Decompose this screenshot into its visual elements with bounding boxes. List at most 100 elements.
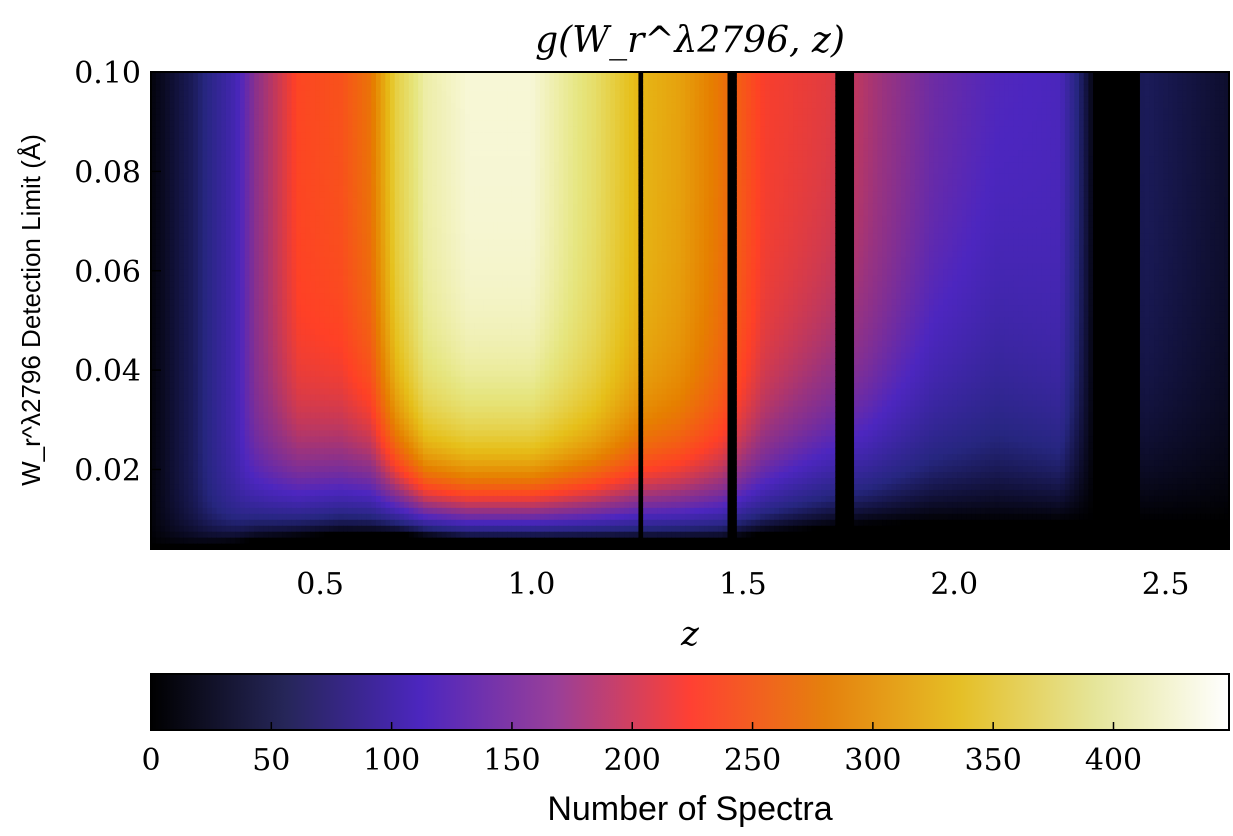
- heatmap-cell: [418, 250, 424, 258]
- heatmap-cell: [422, 334, 429, 341]
- heatmap-cell: [225, 477, 232, 485]
- heatmap-cell: [286, 543, 293, 550]
- heatmap-cell: [151, 370, 157, 377]
- heatmap-cell: [432, 250, 438, 258]
- heatmap-cell: [244, 435, 251, 443]
- heatmap-cell: [441, 370, 447, 377]
- heatmap-cell: [436, 370, 443, 377]
- heatmap-cell: [216, 179, 222, 186]
- heatmap-cell: [422, 543, 429, 550]
- heatmap-cell: [394, 447, 401, 455]
- heatmap-cell: [254, 322, 260, 329]
- heatmap-cell: [282, 423, 288, 431]
- heatmap-cell: [249, 274, 255, 282]
- heatmap-cell: [315, 238, 321, 246]
- heatmap-cell: [263, 83, 269, 91]
- heatmap-cell: [427, 417, 433, 425]
- heatmap-cell: [165, 77, 171, 85]
- heatmap-cell: [169, 89, 176, 97]
- heatmap-cell: [310, 346, 316, 353]
- heatmap-cell: [422, 399, 429, 407]
- heatmap-cell: [361, 167, 368, 174]
- heatmap-cell: [404, 137, 410, 145]
- heatmap-cell: [357, 483, 363, 490]
- heatmap-cell: [211, 131, 218, 139]
- heatmap-cell: [413, 95, 419, 103]
- heatmap-cell: [240, 543, 246, 550]
- heatmap-cell: [432, 537, 438, 544]
- heatmap-cell: [352, 405, 358, 413]
- heatmap-cell: [427, 334, 433, 341]
- heatmap-cell: [404, 185, 410, 192]
- heatmap-cell: [240, 131, 246, 139]
- heatmap-cell: [249, 388, 255, 395]
- heatmap-cell: [240, 417, 246, 425]
- heatmap-cell: [197, 107, 204, 115]
- heatmap-cell: [333, 232, 340, 240]
- heatmap-cell: [286, 334, 293, 341]
- heatmap-cell: [249, 227, 255, 234]
- heatmap-cell: [371, 346, 377, 353]
- heatmap-cell: [211, 346, 218, 353]
- heatmap-cell: [291, 507, 297, 514]
- heatmap-cell: [422, 519, 429, 526]
- heatmap-cell: [404, 382, 410, 389]
- heatmap-cell: [155, 543, 161, 550]
- heatmap-cell: [254, 388, 260, 395]
- heatmap-cell: [399, 137, 405, 145]
- heatmap-cell: [216, 489, 222, 496]
- heatmap-cell: [155, 316, 161, 324]
- heatmap-cell: [375, 429, 382, 437]
- heatmap-cell: [315, 250, 321, 258]
- heatmap-cell: [375, 215, 382, 222]
- heatmap-cell: [225, 95, 232, 103]
- heatmap-cell: [418, 543, 424, 550]
- heatmap-cell: [254, 483, 260, 490]
- heatmap-cell: [272, 256, 279, 264]
- heatmap-cell: [436, 423, 443, 431]
- heatmap-cell: [329, 95, 335, 103]
- heatmap-cell: [244, 459, 251, 467]
- heatmap-cell: [258, 376, 265, 383]
- heatmap-cell: [291, 215, 297, 222]
- heatmap-cell: [207, 298, 213, 306]
- heatmap-cell: [380, 304, 386, 312]
- heatmap-cell: [324, 423, 330, 431]
- heatmap-cell: [422, 429, 429, 437]
- heatmap-cell: [151, 191, 157, 198]
- heatmap-cell: [165, 441, 171, 449]
- heatmap-cell: [352, 519, 358, 526]
- heatmap-cell: [390, 280, 396, 288]
- heatmap-cell: [422, 388, 429, 395]
- heatmap-cell: [254, 340, 260, 347]
- heatmap-cell: [357, 185, 363, 192]
- heatmap-cell: [230, 155, 236, 163]
- heatmap-cell: [193, 209, 199, 216]
- heatmap-cell: [394, 161, 401, 168]
- heatmap-cell: [240, 72, 246, 79]
- heatmap-cell: [221, 358, 227, 365]
- heatmap-cell: [343, 525, 349, 532]
- heatmap-cell: [310, 89, 316, 97]
- heatmap-cell: [305, 304, 311, 312]
- heatmap-cell: [305, 286, 311, 294]
- heatmap-cell: [375, 83, 382, 91]
- heatmap-cell: [329, 125, 335, 133]
- heatmap-cell: [352, 221, 358, 228]
- heatmap-cell: [183, 447, 190, 455]
- heatmap-cell: [211, 525, 218, 532]
- heatmap-cell: [188, 107, 194, 115]
- heatmap-cell: [333, 370, 340, 377]
- heatmap-cell: [390, 262, 396, 270]
- heatmap-cell: [390, 113, 396, 121]
- heatmap-cell: [357, 471, 363, 479]
- heatmap-cell: [385, 435, 391, 443]
- heatmap-cell: [329, 370, 335, 377]
- heatmap-cell: [343, 364, 349, 371]
- heatmap-cell: [319, 185, 326, 192]
- heatmap-cell: [240, 125, 246, 133]
- heatmap-cell: [441, 489, 447, 496]
- heatmap-cell: [399, 304, 405, 312]
- heatmap-cell: [160, 155, 166, 163]
- heatmap-cell: [193, 125, 199, 133]
